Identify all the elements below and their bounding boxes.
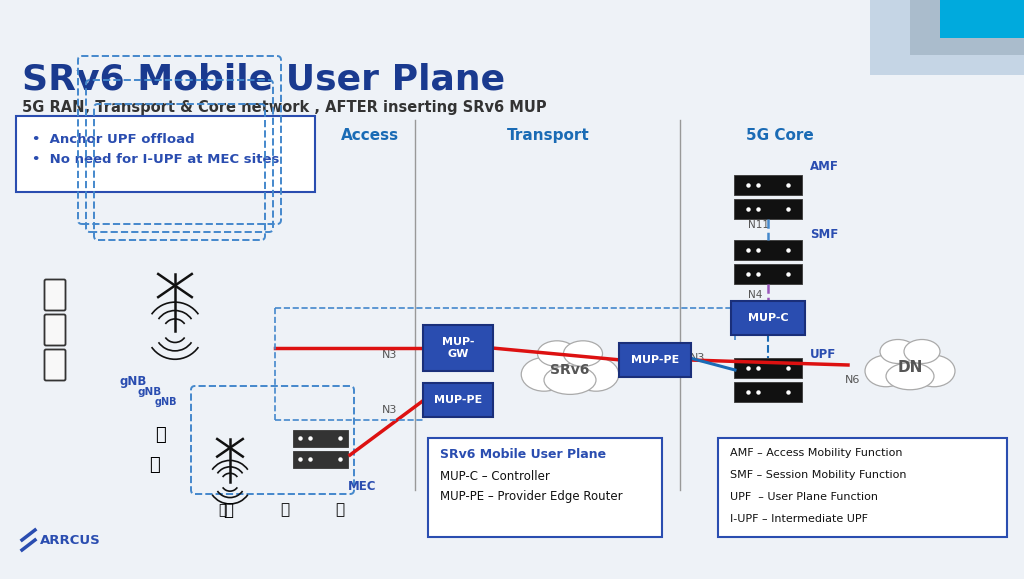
Bar	[734, 358, 802, 378]
Ellipse shape	[544, 365, 596, 394]
Text: N4: N4	[748, 290, 763, 300]
Text: 🎥: 🎥	[336, 503, 344, 518]
Bar	[870, 0, 1024, 75]
Ellipse shape	[541, 348, 599, 388]
Text: N3: N3	[690, 353, 706, 363]
Ellipse shape	[563, 341, 602, 367]
FancyBboxPatch shape	[423, 383, 493, 417]
Text: SRv6 Mobile User Plane: SRv6 Mobile User Plane	[440, 448, 606, 461]
Text: DN: DN	[897, 360, 923, 375]
Text: Access: Access	[341, 128, 399, 143]
Text: gNB: gNB	[120, 375, 147, 388]
Ellipse shape	[913, 356, 955, 387]
Bar	[734, 199, 802, 219]
Text: MUP-PE: MUP-PE	[434, 395, 482, 405]
Text: 👓: 👓	[155, 426, 165, 444]
Bar	[734, 240, 802, 260]
FancyBboxPatch shape	[618, 343, 691, 377]
Text: MEC: MEC	[348, 480, 377, 493]
Text: I-UPF – Intermediate UPF: I-UPF – Intermediate UPF	[730, 514, 868, 524]
Text: •  Anchor UPF offload: • Anchor UPF offload	[32, 133, 195, 146]
Text: SMF: SMF	[810, 228, 839, 241]
Text: 5G Core: 5G Core	[746, 128, 814, 143]
Text: AMF: AMF	[810, 160, 839, 173]
FancyBboxPatch shape	[428, 438, 662, 537]
Text: MUP-C: MUP-C	[748, 313, 788, 323]
FancyBboxPatch shape	[731, 301, 805, 335]
FancyBboxPatch shape	[44, 314, 66, 346]
Bar	[293, 430, 348, 447]
Text: UPF: UPF	[810, 348, 837, 361]
Text: 5G RAN, Transport & Core network , AFTER inserting SRv6 MUP: 5G RAN, Transport & Core network , AFTER…	[22, 100, 547, 115]
Bar	[910, 0, 1024, 55]
Text: MUP-
GW: MUP- GW	[441, 337, 474, 359]
Text: N3: N3	[382, 350, 397, 360]
FancyBboxPatch shape	[44, 350, 66, 380]
Bar	[293, 451, 348, 468]
Ellipse shape	[886, 363, 934, 390]
Text: SRv6 Mobile User Plane: SRv6 Mobile User Plane	[22, 62, 505, 96]
FancyBboxPatch shape	[44, 280, 66, 310]
Text: 🎮: 🎮	[223, 501, 233, 519]
FancyBboxPatch shape	[718, 438, 1007, 537]
Text: UPF  – User Plane Function: UPF – User Plane Function	[730, 492, 878, 502]
Text: ARRCUS: ARRCUS	[40, 533, 100, 547]
Bar	[940, 0, 1024, 38]
Ellipse shape	[865, 356, 907, 387]
Text: SRv6: SRv6	[550, 363, 590, 377]
FancyBboxPatch shape	[423, 325, 493, 371]
Text: Transport: Transport	[507, 128, 590, 143]
Text: MUP-PE – Provider Edge Router: MUP-PE – Provider Edge Router	[440, 490, 623, 503]
Text: AMF – Access Mobility Function: AMF – Access Mobility Function	[730, 448, 902, 458]
Bar	[734, 382, 802, 402]
Text: MUP-C – Controller: MUP-C – Controller	[440, 470, 550, 483]
Ellipse shape	[573, 358, 618, 391]
Text: gNB: gNB	[138, 387, 162, 397]
Ellipse shape	[880, 339, 916, 364]
Bar	[734, 264, 802, 284]
FancyBboxPatch shape	[16, 116, 315, 192]
Text: 🎯: 🎯	[218, 503, 226, 517]
Text: gNB: gNB	[155, 397, 177, 407]
Text: SMF – Session Mobility Function: SMF – Session Mobility Function	[730, 470, 906, 480]
Ellipse shape	[538, 341, 577, 367]
Bar	[734, 175, 802, 195]
Text: •  No need for I-UPF at MEC sites: • No need for I-UPF at MEC sites	[32, 153, 280, 166]
Text: 🚗: 🚗	[150, 456, 161, 474]
Ellipse shape	[883, 346, 937, 384]
Text: MUP-PE: MUP-PE	[631, 355, 679, 365]
Text: N6: N6	[845, 375, 860, 385]
Ellipse shape	[521, 358, 566, 391]
Text: N11: N11	[748, 220, 769, 230]
Ellipse shape	[904, 339, 940, 364]
Text: 🎮: 🎮	[281, 503, 290, 518]
Text: N3: N3	[382, 405, 397, 415]
